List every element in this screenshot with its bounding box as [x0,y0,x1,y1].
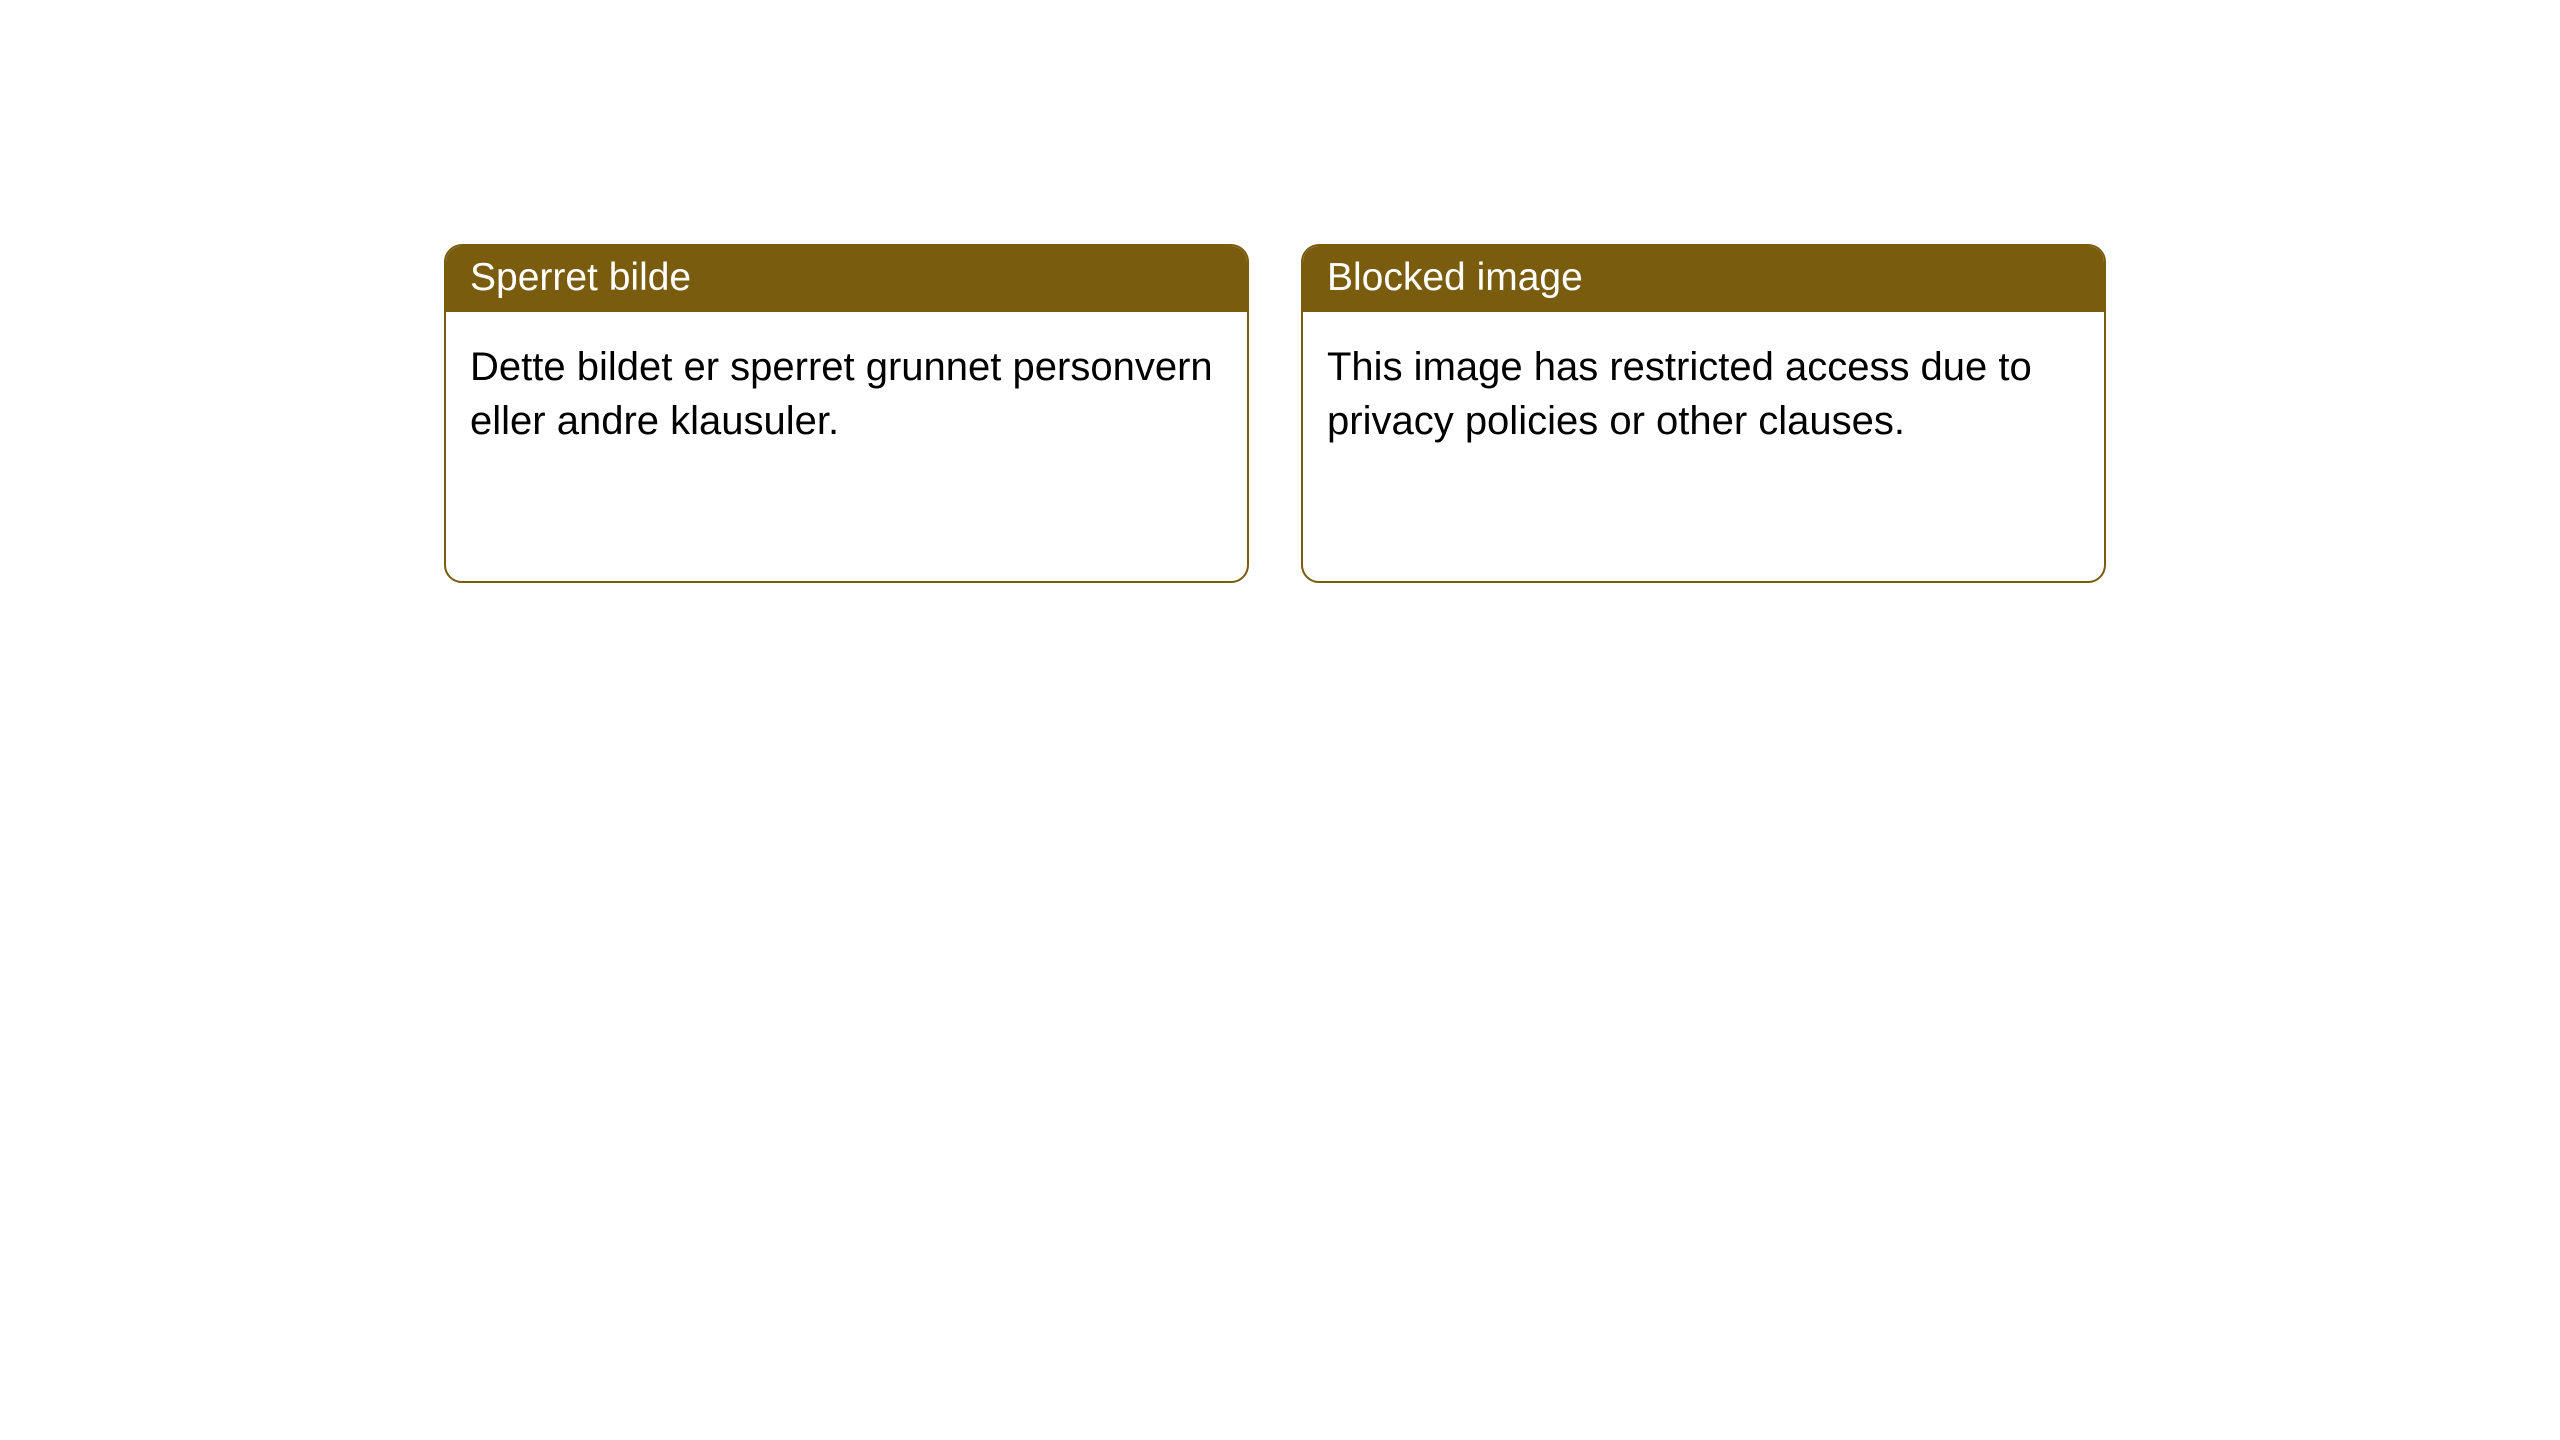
card-header: Blocked image [1303,246,2104,312]
card-body-text: This image has restricted access due to … [1327,345,2032,443]
card-title: Sperret bilde [470,256,691,299]
card-body: This image has restricted access due to … [1303,312,2104,476]
card-title: Blocked image [1327,256,1583,299]
card-body-text: Dette bildet er sperret grunnet personve… [470,345,1213,443]
card-body: Dette bildet er sperret grunnet personve… [446,312,1247,476]
notice-card-norwegian: Sperret bilde Dette bildet er sperret gr… [444,244,1249,583]
notice-container: Sperret bilde Dette bildet er sperret gr… [444,244,2106,583]
notice-card-english: Blocked image This image has restricted … [1301,244,2106,583]
card-header: Sperret bilde [446,246,1247,312]
